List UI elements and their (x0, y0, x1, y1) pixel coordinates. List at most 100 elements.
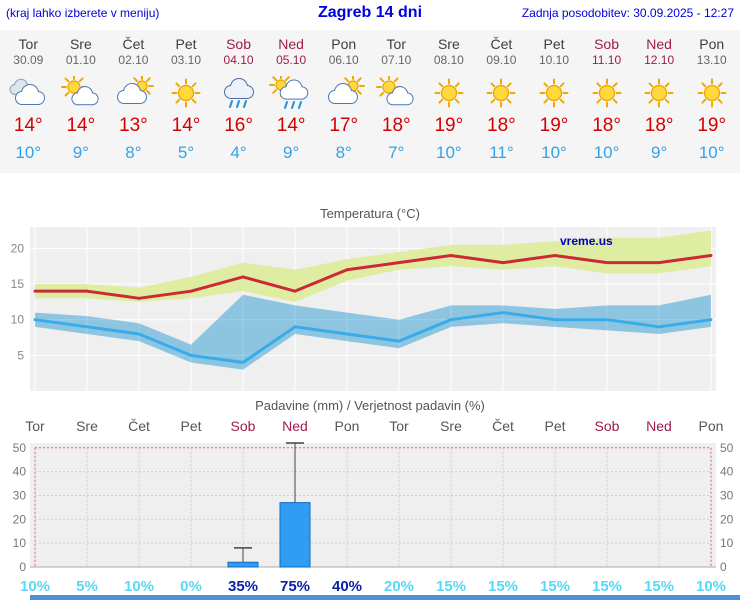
day-name: Pet (543, 36, 565, 52)
svg-text:30: 30 (13, 488, 27, 502)
location-menu-note[interactable]: (kraj lahko izberete v meniju) (6, 6, 160, 20)
precipitation-chart-title: Padavine (mm) / Verjetnost padavin (%) (255, 398, 485, 413)
day-column-1[interactable]: Sre 01.10 14° 9° (55, 36, 108, 163)
svg-text:15: 15 (11, 277, 25, 291)
spacer (0, 173, 740, 205)
svg-text:20: 20 (11, 241, 25, 255)
svg-text:30: 30 (720, 488, 734, 502)
day-column-11[interactable]: Sob 11.10 18° 10° (580, 36, 633, 163)
sunny-icon (644, 78, 674, 108)
max-temperature: 18° (592, 115, 621, 136)
weather-icon-box (370, 74, 423, 112)
svg-text:5: 5 (17, 348, 24, 362)
max-temperature: 19° (539, 115, 569, 136)
day-date: 10.10 (538, 53, 569, 67)
last-update-text: Zadnja posodobitev: 30.09.2025 - 12:27 (521, 6, 734, 20)
min-temperature: 8° (335, 143, 352, 162)
day-date: 04.10 (223, 53, 254, 67)
weather-icon-box (212, 74, 265, 112)
min-temperature: 10° (593, 143, 620, 162)
precipitation-probability: 15% (488, 578, 518, 595)
day-date: 08.10 (433, 53, 464, 67)
precipitation-probability: 15% (592, 578, 622, 595)
min-temperature: 4° (230, 143, 247, 162)
partly-sunny-icon (60, 76, 99, 106)
day-name: Pon (699, 36, 725, 52)
max-temperature: 14° (66, 115, 96, 136)
day-name: Pet (175, 36, 197, 52)
svg-text:Sob: Sob (595, 418, 620, 434)
forecast-strip: Tor 30.09 14° 10° Sre 01.10 14° 9° Čet 02.10 13° 8°… (0, 30, 740, 173)
day-name: Ned (646, 36, 672, 52)
weather-icon-box (2, 74, 55, 112)
temperature-chart: 5 10 15 20 vreme.us (0, 223, 740, 397)
day-date: 30.09 (13, 53, 44, 67)
sunny-icon (434, 78, 464, 108)
sunny-icon (592, 78, 622, 108)
max-temperature: 17° (329, 115, 359, 136)
day-column-10[interactable]: Pet 10.10 19° 10° (528, 36, 581, 163)
day-date: 05.10 (276, 53, 307, 67)
watermark: vreme.us (560, 234, 613, 248)
cloudy-icon (9, 78, 46, 105)
sunny-icon (697, 78, 727, 108)
svg-text:50: 50 (720, 441, 734, 455)
weather-icon-box (317, 74, 370, 112)
precipitation-probability: 40% (332, 578, 362, 595)
day-name: Sob (594, 36, 620, 52)
max-temperature: 13° (119, 115, 148, 136)
precipitation-probability: 10% (124, 578, 154, 595)
day-date: 13.10 (696, 53, 727, 67)
sunny-icon (171, 78, 201, 108)
svg-text:50: 50 (13, 441, 27, 455)
min-temperature: 9° (651, 143, 668, 162)
precipitation-probability: 15% (644, 578, 674, 595)
day-column-13[interactable]: Pon 13.10 19° 10° (685, 36, 738, 163)
mostly-cloudy-icon (327, 76, 365, 104)
page-header: (kraj lahko izberete v meniju) Zagreb 14… (0, 0, 740, 27)
min-temperature: 10° (698, 143, 725, 162)
max-temperature: 14° (13, 115, 43, 136)
precipitation-probability: 75% (280, 578, 310, 595)
weather-icon-box (685, 74, 738, 112)
day-date: 02.10 (118, 53, 149, 67)
weather-icon-box (423, 74, 476, 112)
sunny-icon (486, 78, 516, 108)
day-column-4[interactable]: Sob 04.10 16° 4° (212, 36, 265, 163)
rain-icon (223, 78, 254, 108)
day-column-8[interactable]: Sre 08.10 19° 10° (423, 36, 476, 163)
min-temperature: 9° (283, 143, 300, 162)
day-column-2[interactable]: Čet 02.10 13° 8° (107, 36, 160, 163)
day-name: Ned (278, 36, 304, 52)
svg-text:Tor: Tor (25, 418, 45, 434)
rain-showers-icon (269, 76, 309, 109)
day-name: Sob (226, 36, 252, 52)
svg-text:10: 10 (13, 536, 27, 550)
weather-icon-box (633, 74, 686, 112)
precipitation-probability: 5% (76, 578, 98, 595)
min-temperature: 10° (15, 143, 42, 162)
day-column-5[interactable]: Ned 05.10 14° 9° (265, 36, 318, 163)
day-column-0[interactable]: Tor 30.09 14° 10° (2, 36, 55, 163)
day-column-12[interactable]: Ned 12.10 18° 9° (633, 36, 686, 163)
precipitation-bar (227, 561, 259, 568)
day-column-3[interactable]: Pet 03.10 14° 5° (160, 36, 213, 163)
min-temperature: 10° (541, 143, 567, 162)
min-temperature: 7° (388, 143, 405, 162)
day-column-7[interactable]: Tor 07.10 18° 7° (370, 36, 423, 163)
min-temperature: 9° (72, 143, 89, 162)
day-column-6[interactable]: Pon 06.10 17° 8° (317, 36, 370, 163)
svg-text:Sre: Sre (76, 418, 98, 434)
max-temperature: 14° (276, 115, 306, 136)
day-name: Tor (18, 36, 38, 52)
max-temperature: 14° (171, 115, 201, 136)
precipitation-probability: 15% (540, 578, 570, 595)
day-column-9[interactable]: Čet 09.10 18° 11° (475, 36, 528, 163)
day-date: 11.10 (591, 53, 622, 67)
svg-text:Pet: Pet (544, 418, 565, 434)
svg-text:Čet: Čet (492, 418, 514, 434)
max-temperature: 18° (644, 115, 674, 136)
day-name: Sre (69, 36, 92, 52)
footer-strip (30, 595, 740, 600)
